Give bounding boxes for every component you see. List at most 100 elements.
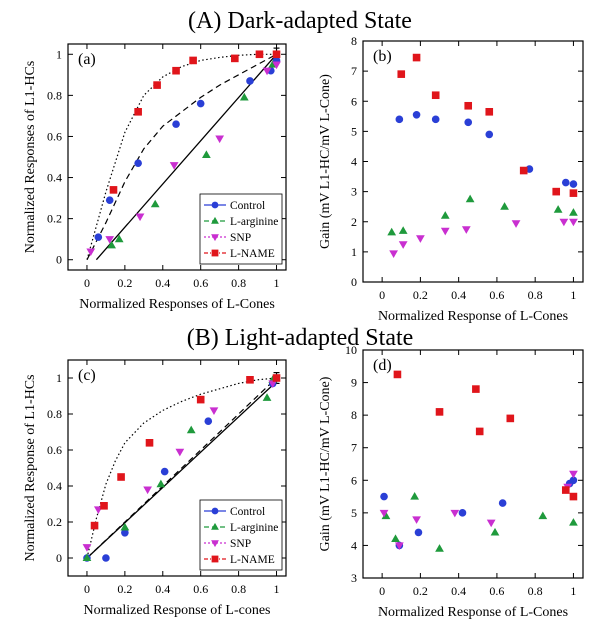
y-tick-label: 9: [351, 376, 357, 390]
fit-curve-dashed: [86, 53, 277, 260]
point-l-arginine: [553, 205, 563, 213]
point-snp: [486, 519, 496, 528]
panel-label: (a): [78, 51, 96, 68]
y-tick-label: 0: [56, 253, 62, 267]
point-control: [105, 196, 114, 204]
point-control: [525, 165, 534, 173]
point-snp: [215, 135, 225, 144]
point-control: [569, 180, 578, 188]
point-snp: [416, 235, 425, 243]
point-l-name: [552, 187, 561, 196]
x-tick-label: 1: [274, 582, 280, 596]
legend-marker: [211, 555, 219, 563]
point-l-arginine: [239, 92, 249, 101]
point-l-name: [90, 521, 99, 530]
point-l-name: [172, 66, 180, 75]
x-tick-label: 0.4: [451, 288, 466, 302]
y-tick-label: 0.8: [47, 407, 62, 421]
point-l-name: [246, 376, 254, 384]
panel-label: (c): [78, 367, 96, 384]
x-tick-label: 0.4: [155, 276, 170, 290]
x-tick-label: 0.2: [413, 288, 428, 302]
point-l-arginine: [186, 425, 196, 434]
point-control: [134, 159, 142, 167]
y-tick-label: 4: [351, 155, 357, 169]
point-snp: [86, 248, 96, 257]
y-tick-label: 0.4: [47, 171, 62, 185]
chart-d: 0 0.2 0.4 0.6 0.8 1 3 4 5 6 7 8 9 10 Normalized Respon…: [318, 343, 584, 620]
point-snp: [398, 241, 408, 249]
point-control: [431, 115, 440, 124]
point-l-arginine: [120, 522, 130, 531]
x-tick-label: 0.2: [413, 584, 428, 598]
y-axis-label: Gain (mV L1-HC/mV L-Cone): [318, 376, 333, 551]
point-l-arginine: [156, 479, 166, 488]
point-snp: [511, 220, 521, 228]
point-snp: [82, 544, 92, 552]
point-snp: [394, 542, 404, 550]
point-control: [172, 120, 180, 128]
legend-label: L-arginine: [230, 522, 278, 534]
point-control: [196, 99, 205, 108]
y-tick-label: 7: [351, 64, 357, 78]
point-control: [498, 499, 507, 507]
x-axis-label: Normalized Responses of L-Cones: [79, 297, 275, 312]
point-control: [395, 115, 404, 124]
y-tick-label: 3: [351, 185, 357, 199]
point-control: [102, 554, 110, 562]
y-tick-label: 1: [351, 245, 357, 259]
point-l-name: [412, 53, 421, 62]
x-tick-label: 0.2: [117, 276, 132, 290]
point-l-name: [117, 473, 125, 481]
point-l-name: [569, 492, 578, 501]
point-snp: [268, 380, 278, 388]
y-tick-label: 8: [351, 34, 357, 48]
x-tick-label: 0.4: [155, 582, 170, 596]
point-l-arginine: [387, 227, 397, 236]
point-snp: [450, 509, 460, 518]
y-tick-label: 5: [351, 124, 357, 138]
point-l-arginine: [538, 511, 548, 520]
y-axis-label: Gain (mV L1-HC/mV L-Cone): [318, 74, 333, 249]
plot-frame: [67, 43, 287, 271]
section-title-b: (B) Light-adapted State: [187, 325, 414, 351]
point-control: [458, 509, 467, 517]
y-tick-label: 0.4: [47, 479, 62, 493]
legend-marker: [211, 216, 219, 224]
panel-label: (d): [373, 357, 392, 374]
point-l-arginine: [262, 393, 272, 401]
point-l-arginine: [107, 240, 116, 249]
x-tick-label: 0: [379, 584, 385, 598]
point-snp: [389, 250, 398, 258]
point-control: [121, 529, 129, 537]
point-l-name: [272, 50, 281, 59]
point-l-name: [435, 408, 444, 416]
point-l-arginine: [398, 226, 408, 234]
x-tick-label: 0.8: [231, 276, 246, 290]
legend-label: L-NAME: [230, 554, 275, 566]
point-control: [160, 467, 169, 476]
point-control: [414, 528, 423, 537]
point-snp: [559, 218, 569, 227]
x-tick-label: 0.8: [528, 288, 543, 302]
panel-label: (b): [373, 48, 392, 65]
point-control: [485, 130, 494, 139]
x-tick-label: 0.8: [231, 582, 246, 596]
point-l-name: [145, 439, 154, 447]
point-control: [561, 178, 570, 187]
point-l-arginine: [114, 234, 124, 243]
x-tick-label: 0.2: [117, 582, 132, 596]
y-tick-label: 5: [351, 506, 357, 520]
point-l-name: [472, 385, 480, 393]
x-tick-label: 0: [379, 288, 385, 302]
point-l-name: [506, 414, 515, 423]
point-snp: [169, 162, 179, 170]
point-snp: [105, 236, 115, 244]
legend-marker: [211, 540, 219, 548]
y-tick-label: 7: [351, 441, 357, 455]
point-snp: [379, 509, 389, 518]
legend-marker: [211, 249, 219, 257]
point-l-name: [196, 395, 205, 404]
